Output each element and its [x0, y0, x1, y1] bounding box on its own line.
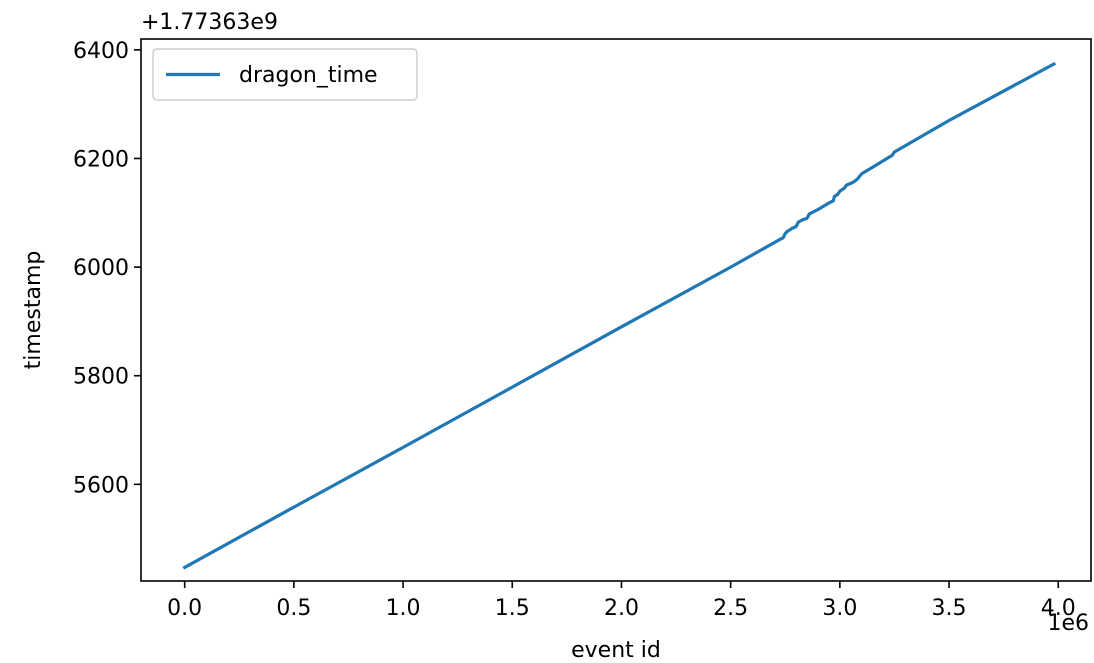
legend: dragon_time	[152, 48, 418, 101]
x-tick-label: 2.5	[713, 596, 748, 621]
x-tick-label: 4.0	[1041, 596, 1076, 621]
x-tick-label: 3.0	[822, 596, 857, 621]
y-tick-label: 5600	[73, 473, 129, 498]
series-layer	[182, 61, 1057, 570]
y-tick-label: 6400	[73, 39, 129, 64]
y-offset-text: +1.77363e9	[141, 10, 278, 35]
x-tick-label: 1.0	[386, 596, 421, 621]
plot-area-frame	[140, 38, 1092, 582]
x-axis-ticks: 0.0 0.5 1.0 1.5 2.0 2.5 3.0 3.5 4.0	[167, 581, 1076, 621]
legend-label-dragon-time: dragon_time	[239, 63, 378, 88]
y-tick-label: 6000	[73, 256, 129, 281]
x-tick-label: 0.5	[276, 596, 311, 621]
x-tick-label: 1.5	[495, 596, 530, 621]
series-line-dragon-time	[182, 61, 1057, 570]
y-axis-ticks: 5600 5800 6000 6200 6400	[73, 39, 141, 498]
x-tick-label: 3.5	[932, 596, 967, 621]
x-offset-text: 1e6	[1047, 611, 1089, 636]
y-axis-label: timestamp	[21, 251, 46, 370]
x-axis-label: event id	[571, 638, 661, 663]
x-tick-label: 0.0	[167, 596, 202, 621]
legend-box	[152, 48, 418, 101]
y-tick-label: 5800	[73, 365, 129, 390]
x-tick-label: 2.0	[604, 596, 639, 621]
y-tick-label: 6200	[73, 147, 129, 172]
